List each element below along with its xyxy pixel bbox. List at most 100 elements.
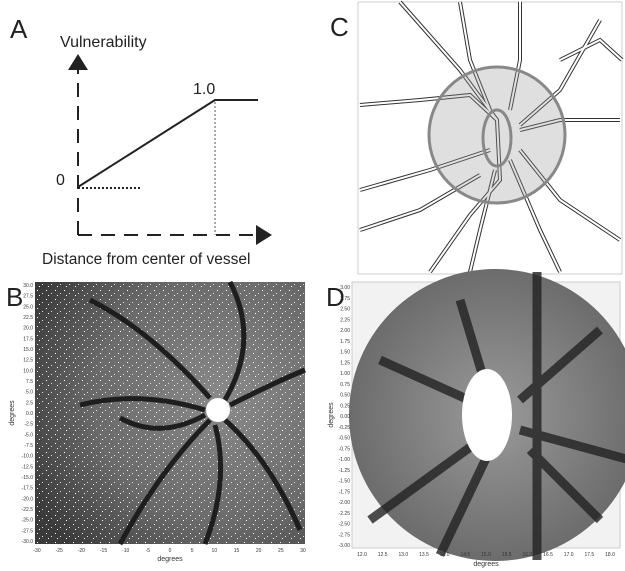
y-tick-label: -2.75	[339, 532, 351, 538]
cup	[481, 108, 513, 168]
bottom-label: 0	[56, 172, 65, 189]
y-tick-label: -0.75	[339, 446, 351, 452]
y-tick-label: 25.0	[23, 304, 33, 310]
y-tick-label: -1.00	[339, 457, 351, 463]
y-tick-label: -2.5	[24, 422, 33, 428]
y-tick-label: -25.0	[22, 518, 34, 524]
y-tick-label: -0.50	[339, 436, 351, 442]
x-tick-label: -5	[146, 548, 151, 554]
x-tick-label: 14.5	[460, 552, 470, 558]
y-tick-label: 2.50	[340, 307, 350, 313]
y-tick-label: 0.0	[26, 411, 33, 417]
x-axis-title: degrees	[157, 556, 183, 563]
panel-a: A Vulnerability 1.0 0 Distance from cent…	[10, 14, 272, 268]
y-tick-label: 2.25	[340, 317, 350, 323]
x-tick-label: 12.5	[378, 552, 388, 558]
panel-letter: A	[10, 14, 28, 44]
y-axis-title: degrees	[9, 400, 16, 426]
image-frame	[357, 1, 623, 275]
y-label: Vulnerability	[60, 34, 147, 51]
x-tick-label: 20	[256, 548, 262, 554]
panel-b: B degrees degrees -30 -25 -20 -15 -10 -5 0 5 10 1…	[6, 280, 306, 563]
y-tick-label: -5.0	[24, 432, 33, 438]
y-tick-label: 3.00	[340, 285, 350, 291]
x-axis-title: degrees	[473, 561, 499, 568]
y-tick-label: 0.25	[340, 403, 350, 409]
y-tick-label: -30.0	[22, 539, 34, 545]
y-tick-label: 22.5	[23, 315, 33, 321]
curve	[77, 99, 258, 188]
y-tick-label: -7.5	[24, 443, 33, 449]
top-label: 1.0	[193, 81, 215, 98]
x-tick-label: 18.0	[605, 552, 615, 558]
y-tick-label: -22.5	[22, 507, 34, 513]
y-tick-label: 7.5	[26, 379, 33, 385]
y-tick-label: 1.50	[340, 350, 350, 356]
y-tick-label: -2.50	[339, 522, 351, 528]
x-tick-label: -15	[100, 548, 107, 554]
x-label: Distance from center of vessel	[42, 251, 250, 268]
y-tick-label: 12.5	[23, 358, 33, 364]
panel-letter: B	[6, 282, 23, 312]
x-tick-label: 30	[300, 548, 306, 554]
optic-disc	[462, 369, 512, 461]
y-tick-label: -1.50	[339, 479, 351, 485]
y-tick-label: 1.75	[340, 339, 350, 345]
x-tick-label: -25	[56, 548, 63, 554]
disc	[427, 65, 567, 205]
y-tick-label: 0.50	[340, 393, 350, 399]
x-tick-label: 0	[169, 548, 172, 554]
y-tick-label: -17.5	[22, 486, 34, 492]
x-tick-label: -10	[122, 548, 129, 554]
x-tick-label: 14.0	[440, 552, 450, 558]
y-tick-label: -15.0	[22, 475, 34, 481]
x-tick-label: -30	[33, 548, 40, 554]
y-tick-label: 0.00	[340, 414, 350, 420]
y-tick-label: 2.00	[340, 328, 350, 334]
optic-disc	[206, 398, 230, 422]
x-tick-label: 16.0	[522, 552, 532, 558]
x-tick-label: 5	[191, 548, 194, 554]
y-tick-label: -27.5	[22, 528, 34, 534]
y-tick-label: 20.0	[23, 326, 33, 332]
y-tick-label: -1.25	[339, 468, 351, 474]
vessel-lumen	[359, 1, 623, 273]
y-tick-label: 1.25	[340, 360, 350, 366]
x-tick-label: 10	[212, 548, 218, 554]
y-tick-label: 17.5	[23, 336, 33, 342]
y-tick-label: -12.5	[22, 464, 34, 470]
y-tick-label: 27.5	[23, 294, 33, 300]
x-tick-label: 13.0	[398, 552, 408, 558]
x-tick-label: 15.5	[502, 552, 512, 558]
x-tick-label: 15	[234, 548, 240, 554]
y-tick-label: 30.0	[23, 283, 33, 289]
y-tick-label: 2.75	[340, 296, 350, 302]
y-axis-title: degrees	[328, 402, 335, 428]
y-tick-label: 1.00	[340, 371, 350, 377]
x-tick-label: -20	[78, 548, 85, 554]
x-tick-label: 25	[278, 548, 284, 554]
y-tick-label: -20.0	[22, 496, 34, 502]
x-tick-label: 12.0	[357, 552, 367, 558]
x-tick-label: 15.0	[481, 552, 491, 558]
y-tick-label: -2.00	[339, 500, 351, 506]
y-tick-label: -1.75	[339, 489, 351, 495]
fringes	[79, 280, 306, 546]
y-tick-label: -2.25	[339, 511, 351, 517]
panel-letter: D	[326, 282, 345, 312]
y-tick-label: -3.00	[339, 543, 351, 549]
x-tick-label: 13.5	[419, 552, 429, 558]
x-tick-label: 16.5	[543, 552, 553, 558]
panel-d: D degrees degrees 12.0 12.5 13.0 13.5 14.0 14…	[326, 269, 625, 568]
y-tick-label: 15.0	[23, 347, 33, 353]
y-tick-label: -10.0	[22, 454, 34, 460]
y-tick-label: 0.75	[340, 382, 350, 388]
y-tick-label: 5.0	[26, 390, 33, 396]
noise	[35, 282, 305, 544]
panel-c: C	[330, 0, 624, 275]
x-tick-label: 17.5	[584, 552, 594, 558]
panel-letter: C	[330, 12, 349, 42]
y-tick-label: -0.25	[339, 425, 351, 431]
x-tick-label: 17.0	[564, 552, 574, 558]
y-tick-label: 10.0	[23, 368, 33, 374]
